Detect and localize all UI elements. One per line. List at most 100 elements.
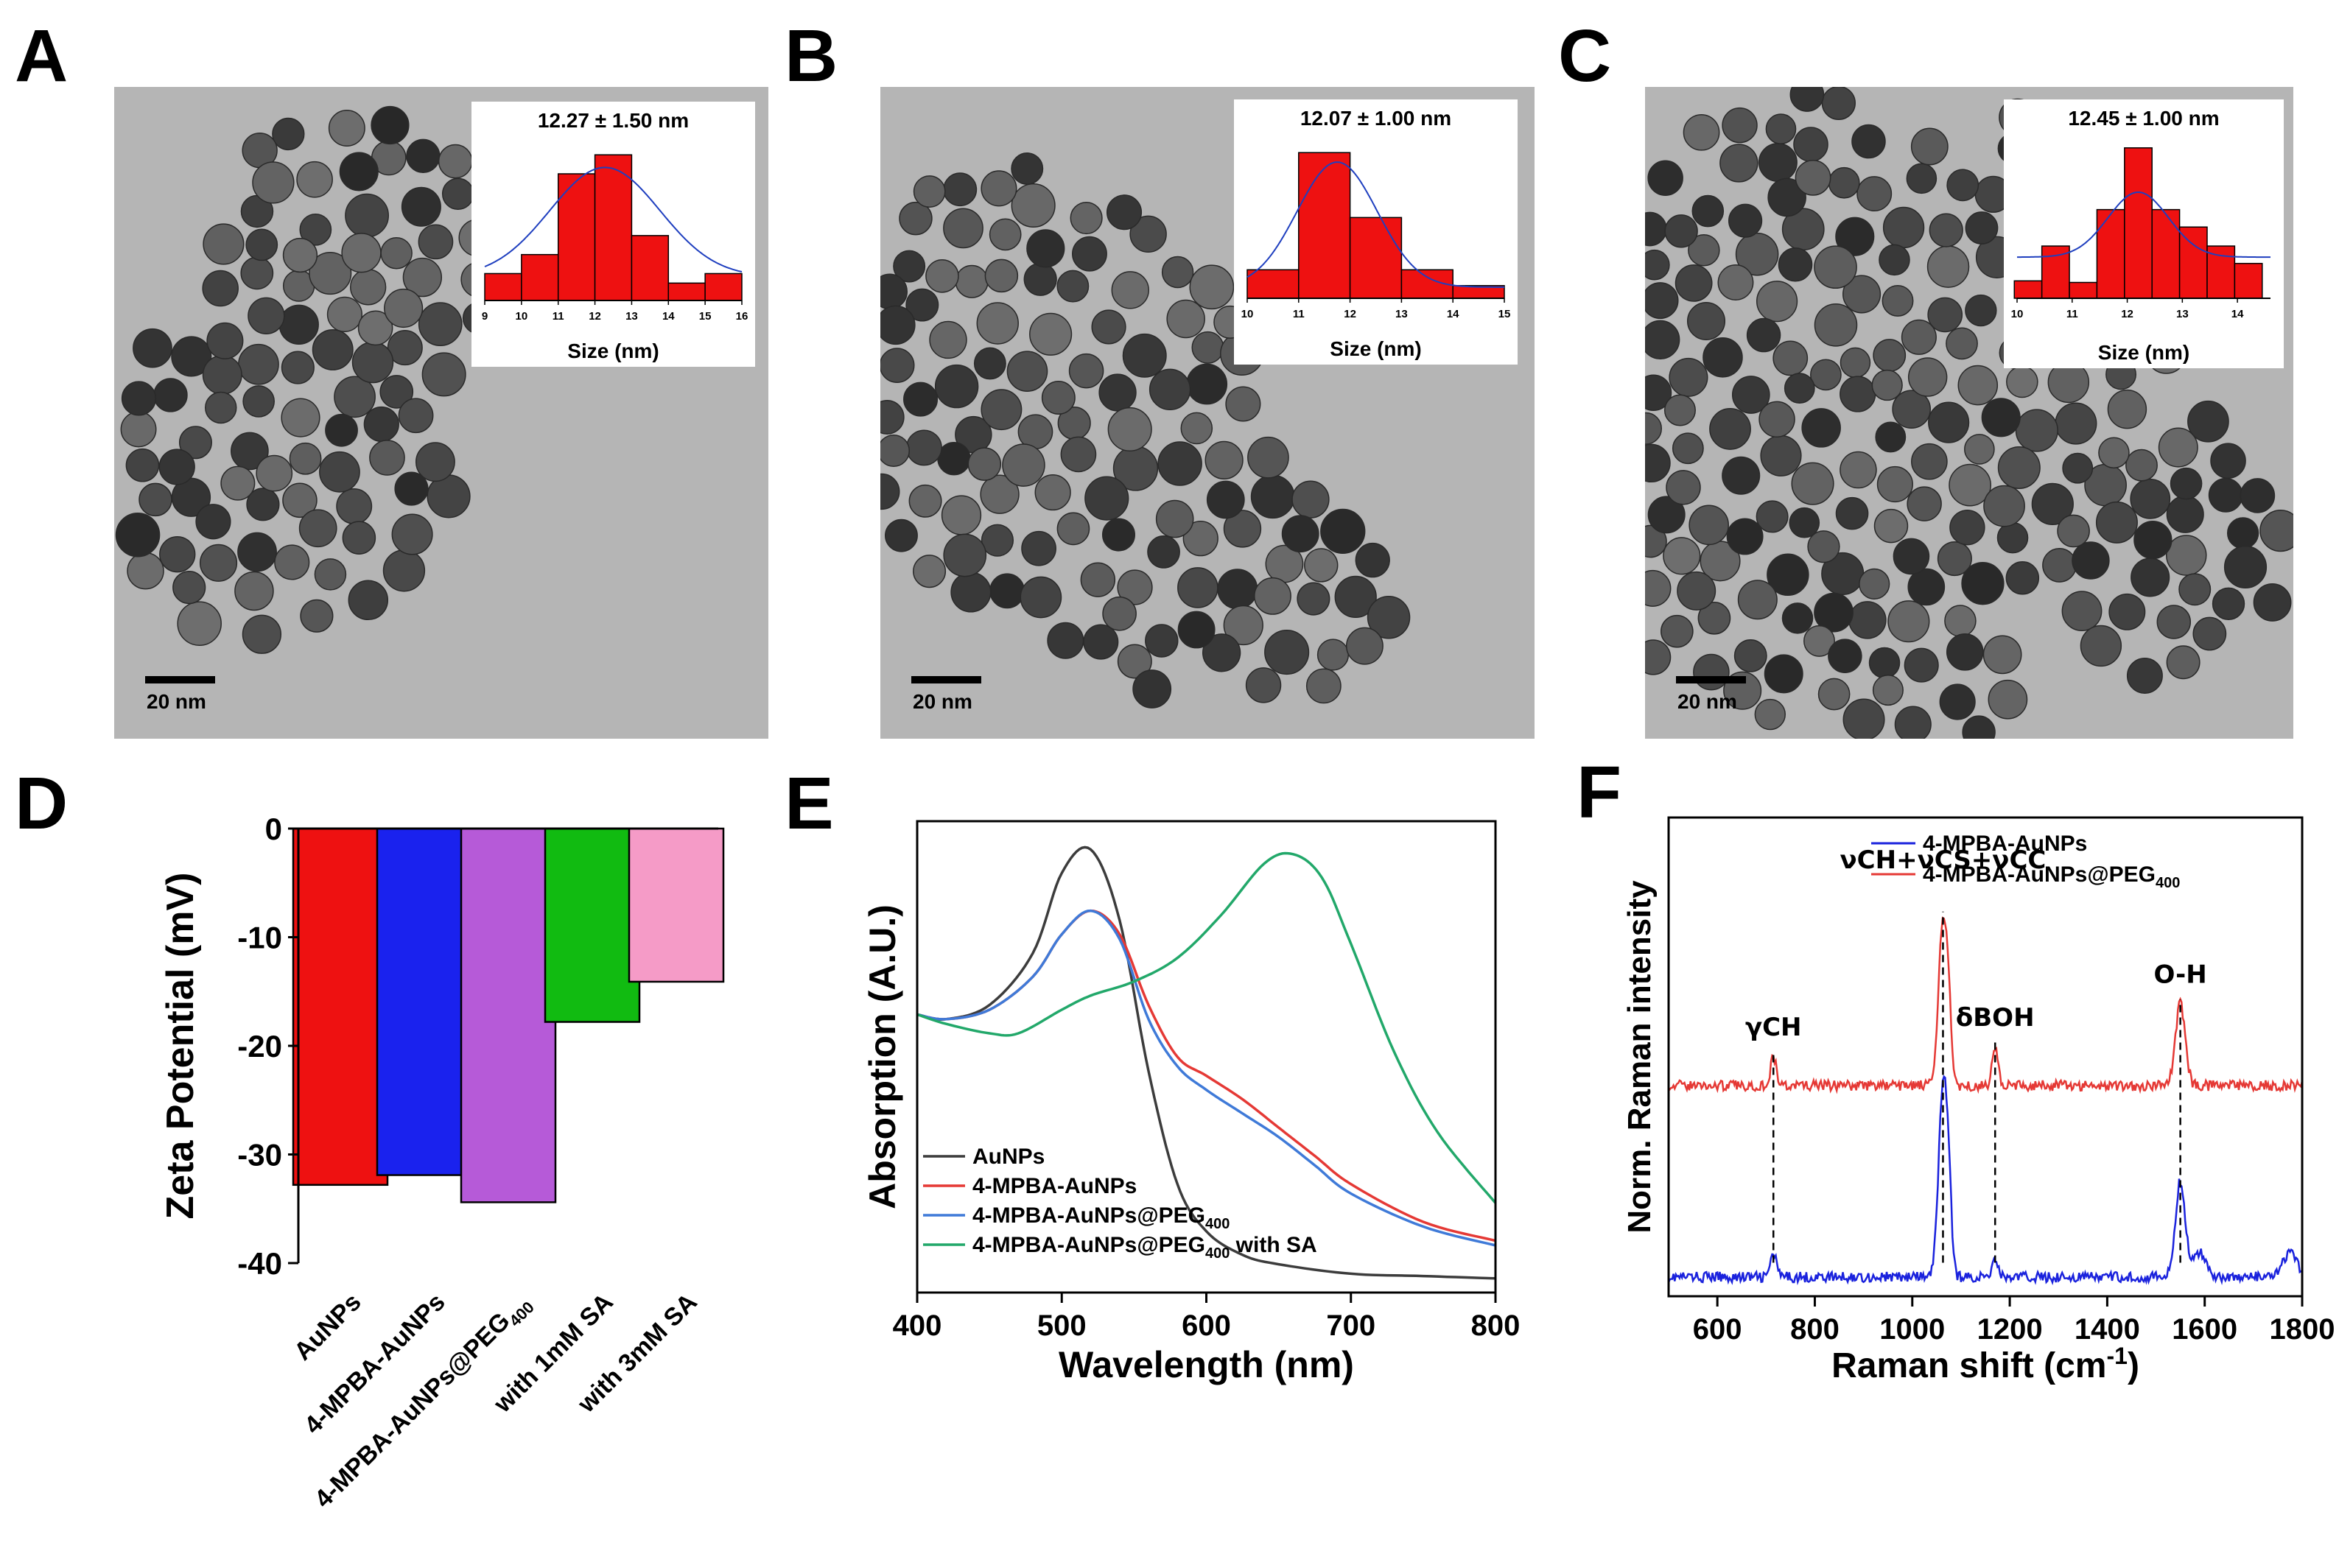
nanoparticle	[1645, 412, 1663, 445]
panel-letter-B: B	[785, 15, 838, 97]
nanoparticle	[242, 385, 275, 418]
nanoparticle	[394, 471, 429, 506]
nanoparticle	[1835, 496, 1869, 530]
nanoparticle	[325, 413, 358, 447]
nanoparticle	[401, 186, 441, 227]
x-tick-label: 10	[516, 310, 528, 323]
nanoparticle	[1669, 357, 1708, 397]
nanoparticle	[2108, 593, 2146, 630]
nanoparticle	[1102, 596, 1137, 631]
nanoparticle	[1737, 580, 1778, 620]
nanoparticle	[1247, 436, 1289, 479]
x-tick-label: 1400	[2075, 1313, 2140, 1346]
nanoparticle	[1223, 605, 1263, 646]
nanoparticle	[934, 364, 979, 409]
nanoparticle	[1911, 443, 1948, 480]
histogram-bar	[2041, 245, 2070, 299]
x-tick-label: 13	[625, 310, 638, 323]
x-tick-label: 11	[1293, 308, 1305, 320]
nanoparticle	[272, 117, 305, 151]
tem-image-C: 20 nm	[1645, 87, 2293, 739]
nanoparticle	[298, 509, 337, 548]
nanoparticle	[1083, 624, 1119, 660]
scale-bar	[145, 676, 215, 683]
nanoparticle	[1206, 480, 1245, 519]
nanoparticle	[282, 237, 318, 273]
nanoparticle	[1186, 363, 1228, 405]
nanoparticle	[989, 573, 1025, 609]
nanoparticle	[195, 504, 231, 540]
nanoparticle	[312, 328, 354, 370]
nanoparticle	[1291, 480, 1330, 518]
nanoparticle	[1098, 373, 1137, 412]
nanoparticle	[282, 482, 318, 518]
nanoparticle	[1189, 264, 1235, 310]
nanoparticle	[2072, 541, 2110, 580]
nanoparticle	[943, 172, 978, 207]
scale-bar	[911, 676, 981, 683]
nanoparticle	[1851, 124, 1886, 159]
gaussian-fit-curve	[1246, 161, 1504, 288]
nanoparticle	[415, 442, 455, 482]
nanoparticle	[1702, 337, 1743, 378]
nanoparticle	[1645, 282, 1679, 320]
nanoparticle	[1355, 542, 1390, 578]
nanoparticle	[1056, 512, 1090, 546]
nanoparticle	[127, 552, 164, 590]
nanoparticle	[1873, 339, 1907, 372]
nanoparticle	[905, 429, 942, 466]
nanoparticle	[1726, 518, 1764, 555]
nanoparticle	[1111, 271, 1149, 309]
nanoparticle	[299, 213, 332, 246]
nanoparticle	[1677, 571, 1716, 611]
nanoparticle	[406, 138, 441, 173]
nanoparticle	[1789, 87, 1825, 112]
nanoparticle	[2005, 561, 2040, 595]
nanoparticle	[1781, 602, 1814, 634]
nanoparticle	[1304, 548, 1339, 583]
nanoparticle	[1828, 166, 1860, 199]
nanoparticle	[387, 330, 423, 366]
nanoparticle	[1070, 201, 1103, 235]
nanoparticle	[1873, 508, 1909, 544]
nanoparticle	[125, 448, 160, 482]
nanoparticle	[1091, 309, 1126, 345]
x-tick-label: 800	[1471, 1309, 1521, 1342]
histogram-bar	[1349, 217, 1403, 299]
nanoparticle	[1907, 486, 1942, 521]
nanoparticle	[1772, 340, 1809, 376]
nanoparticle	[1177, 567, 1218, 608]
nanoparticle	[1011, 183, 1056, 228]
nanoparticle	[1756, 281, 1798, 323]
nanoparticle	[1756, 500, 1789, 533]
nanoparticle	[274, 544, 310, 580]
nanoparticle	[1101, 518, 1136, 552]
nanoparticle	[1021, 530, 1056, 566]
nanoparticle	[981, 389, 1023, 431]
nanoparticle	[2212, 587, 2245, 620]
x-tick-label: 1600	[2172, 1313, 2237, 1346]
nanoparticle	[158, 449, 195, 485]
nanoparticle	[1663, 537, 1701, 575]
nanoparticle	[2208, 477, 2243, 513]
peak-annotation: O-H	[2154, 960, 2207, 989]
nanoparticle	[1281, 515, 1319, 553]
nanoparticle	[1122, 333, 1167, 378]
nanoparticle	[1821, 87, 1856, 120]
nanoparticle	[177, 601, 222, 647]
nanoparticle	[2166, 645, 2201, 680]
nanoparticle	[1106, 194, 1143, 231]
nanoparticle	[1828, 639, 1862, 673]
nanoparticle	[2223, 545, 2268, 589]
histogram-bar	[631, 235, 670, 301]
nanoparticle	[893, 250, 926, 283]
nanoparticle	[245, 228, 278, 261]
nanoparticle	[1765, 113, 1797, 144]
nanoparticle	[1801, 408, 1841, 448]
nanoparticle	[380, 236, 413, 270]
x-tick-label: 13	[1395, 308, 1408, 320]
nanoparticle	[2192, 616, 2227, 651]
histogram-A: 9 10 11 12 13 14 15 16 12.27 ± 1.50 nm Size (nm)	[471, 102, 755, 367]
nanoparticle	[880, 435, 911, 467]
nanoparticle	[1334, 575, 1377, 619]
